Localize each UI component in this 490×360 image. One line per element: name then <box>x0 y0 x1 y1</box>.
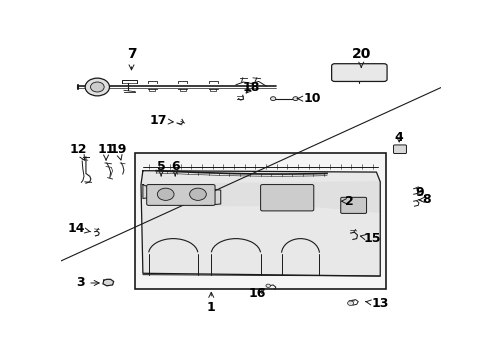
Circle shape <box>293 97 298 100</box>
Text: 5: 5 <box>157 160 166 176</box>
Text: 3: 3 <box>76 276 99 289</box>
Text: 9: 9 <box>416 186 424 199</box>
Text: 13: 13 <box>366 297 389 310</box>
Circle shape <box>266 284 270 287</box>
Circle shape <box>270 97 276 100</box>
Circle shape <box>91 82 104 92</box>
Text: 10: 10 <box>297 92 320 105</box>
Text: 6: 6 <box>171 160 179 176</box>
Circle shape <box>157 188 174 201</box>
Text: 17: 17 <box>149 114 173 127</box>
Text: 7: 7 <box>127 47 136 70</box>
Polygon shape <box>143 185 220 205</box>
Circle shape <box>85 78 109 96</box>
Text: 2: 2 <box>342 195 354 208</box>
Circle shape <box>190 188 206 201</box>
Text: 16: 16 <box>248 287 266 300</box>
Polygon shape <box>103 279 114 286</box>
Text: 1: 1 <box>207 292 216 314</box>
Text: 8: 8 <box>419 193 431 206</box>
FancyBboxPatch shape <box>147 185 215 205</box>
Circle shape <box>347 301 354 305</box>
Polygon shape <box>143 182 380 212</box>
Text: 4: 4 <box>395 131 404 144</box>
Polygon shape <box>141 171 380 276</box>
FancyBboxPatch shape <box>393 145 406 153</box>
Text: 19: 19 <box>110 143 127 160</box>
Text: 14: 14 <box>68 222 91 235</box>
FancyBboxPatch shape <box>341 197 367 213</box>
Bar <box>135 153 386 288</box>
Text: 15: 15 <box>360 232 381 245</box>
Text: 20: 20 <box>351 47 371 67</box>
Text: 11: 11 <box>98 143 115 160</box>
FancyBboxPatch shape <box>332 64 387 81</box>
Text: 12: 12 <box>70 143 87 160</box>
FancyBboxPatch shape <box>261 185 314 211</box>
Text: 18: 18 <box>243 81 260 94</box>
